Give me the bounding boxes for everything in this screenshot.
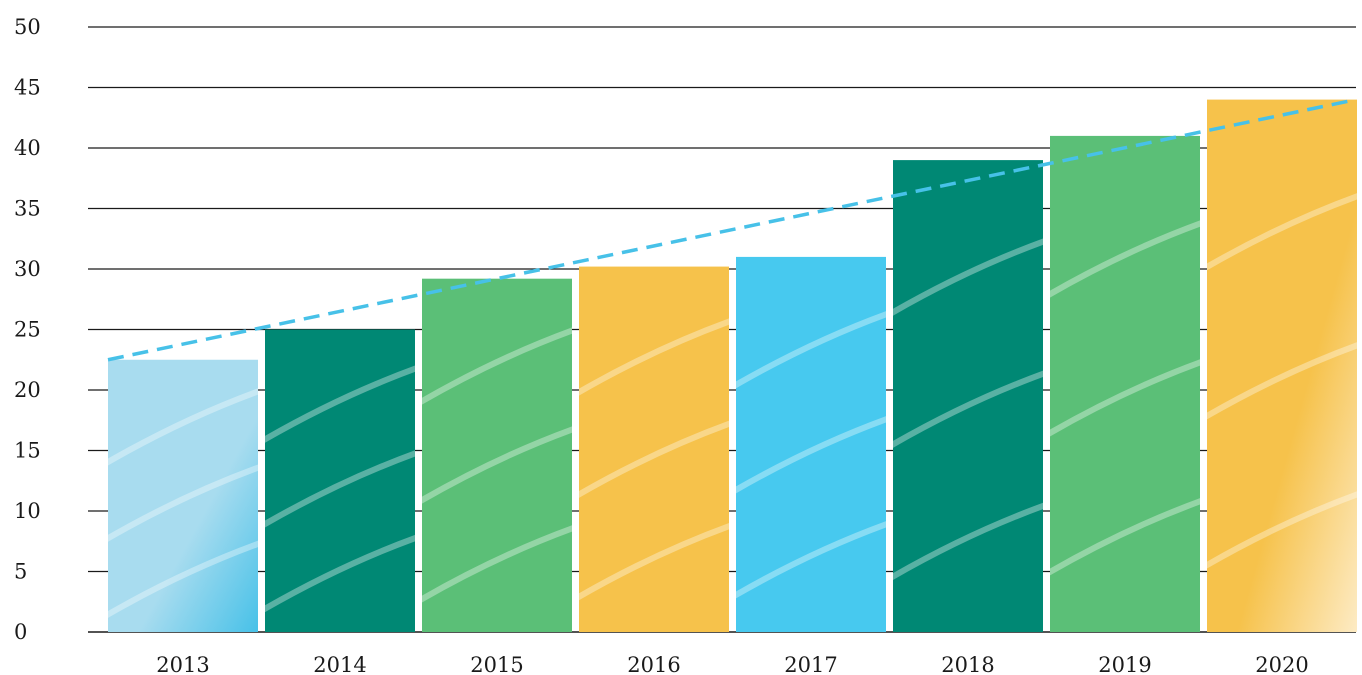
bar-texture-2017: [736, 311, 886, 599]
bar-texture-2015: [422, 327, 572, 603]
bar-2020: [1207, 99, 1357, 633]
trendline-group: [107, 97, 1357, 362]
y-tick-label-10: 10: [14, 499, 41, 523]
bar-streak: [579, 522, 729, 601]
bar-streak: [108, 464, 258, 542]
bar-streak: [736, 521, 886, 599]
y-tick-label-50: 50: [14, 15, 41, 39]
bar-2013: [108, 359, 258, 632]
bar-streak: [893, 370, 1043, 448]
bar-streak: [422, 525, 572, 603]
bar-2015: [422, 278, 572, 632]
x-category-label-2016: 2016: [627, 653, 680, 675]
bars: [108, 99, 1357, 633]
bar-streak: [1050, 359, 1200, 437]
bar-texture-2014: [265, 365, 415, 613]
y-axis-tick-labels: 0 5 10 15 20 25 30 35 40 45 50: [14, 15, 41, 644]
y-tick-label-0: 0: [14, 620, 27, 644]
y-tick-label-15: 15: [14, 439, 41, 463]
trendline: [107, 97, 1357, 362]
bar-texture-2013: [108, 388, 258, 618]
y-tick-label-45: 45: [14, 76, 41, 100]
bar-texture-2018: [893, 238, 1043, 581]
bar-streak: [422, 327, 572, 405]
x-category-label-2020: 2020: [1255, 653, 1308, 675]
bar-2016: [579, 266, 729, 632]
bar-streak: [1207, 342, 1357, 420]
y-tick-label-35: 35: [14, 197, 41, 221]
x-category-label-2018: 2018: [941, 653, 994, 675]
bar-streak: [265, 534, 415, 613]
bar-streak: [265, 365, 415, 443]
y-tick-label-20: 20: [14, 378, 41, 402]
x-axis-category-labels: 2013 2014 2015 2016 2017 2018 2019 2020: [156, 653, 1308, 675]
bar-2017: [736, 256, 886, 632]
bar-2019: [1050, 135, 1200, 632]
bar-texture-2019: [1050, 220, 1200, 576]
bar-2018: [893, 160, 1043, 632]
x-category-label-2014: 2014: [313, 653, 366, 675]
bar-streak: [579, 318, 729, 396]
bar-streak: [108, 540, 258, 618]
bar-streak: [893, 238, 1043, 316]
x-category-label-2015: 2015: [470, 653, 523, 675]
bar-streak: [579, 420, 729, 498]
y-tick-label-40: 40: [14, 136, 41, 160]
x-category-label-2013: 2013: [156, 653, 209, 675]
y-tick-label-25: 25: [14, 318, 41, 342]
bar-streak: [265, 450, 415, 528]
x-category-label-2017: 2017: [784, 653, 837, 675]
bar-streak: [1050, 220, 1200, 298]
bar-texture-2020: [1207, 193, 1357, 569]
bar-streak: [108, 388, 258, 466]
bar-streak: [893, 502, 1043, 581]
bar-2014: [265, 329, 415, 632]
y-tick-label-30: 30: [14, 257, 41, 281]
bar-texture-2016: [579, 318, 729, 601]
y-tick-label-5: 5: [14, 560, 27, 584]
bar-streak: [736, 416, 886, 494]
bar-streak: [1207, 491, 1357, 569]
bar-streak: [422, 426, 572, 504]
bar-streak: [1207, 193, 1357, 271]
bar-streak: [736, 311, 886, 389]
bar-streak: [1050, 498, 1200, 576]
x-category-label-2019: 2019: [1098, 653, 1151, 675]
